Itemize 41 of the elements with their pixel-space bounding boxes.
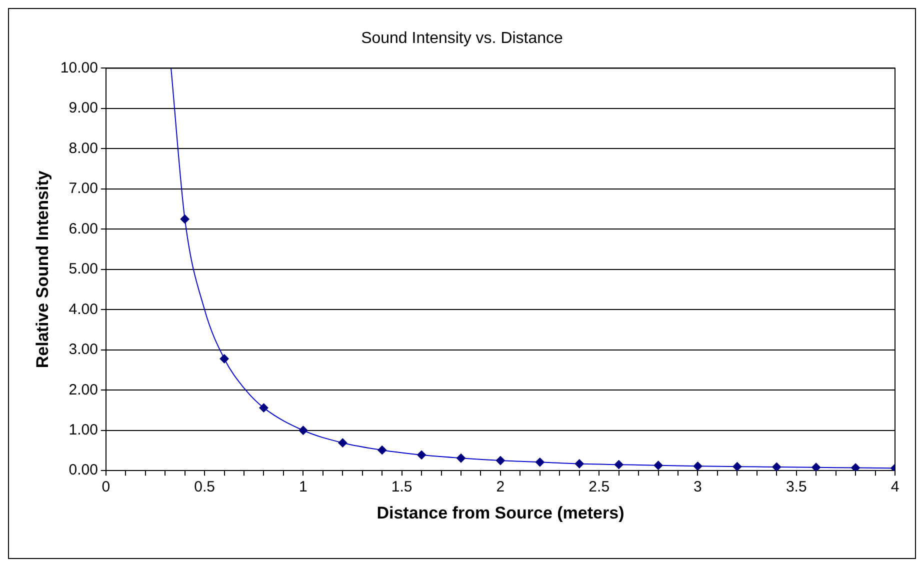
point bbox=[259, 403, 268, 412]
y-tick-label: 6.00 bbox=[68, 220, 98, 238]
chart-title: Sound Intensity vs. Distance bbox=[361, 30, 564, 48]
x-tick-label: 1.5 bbox=[391, 478, 412, 496]
y-axis-title: Relative Sound Intensity bbox=[32, 170, 52, 368]
point bbox=[772, 462, 782, 471]
x-tick-label: 0.5 bbox=[194, 478, 215, 496]
y-tick-label: 10.00 bbox=[60, 59, 98, 76]
point bbox=[851, 463, 860, 471]
x-tick-label: 4 bbox=[890, 478, 900, 496]
point bbox=[338, 438, 348, 448]
x-tick-label: 3 bbox=[694, 478, 702, 496]
point bbox=[180, 214, 190, 224]
x-tick-label: 2 bbox=[496, 478, 505, 496]
point bbox=[220, 354, 229, 364]
y-tick-label: 4.00 bbox=[68, 300, 98, 318]
y-tick-label: 8.00 bbox=[68, 140, 98, 157]
point bbox=[417, 450, 426, 460]
y-tick-label: 1.00 bbox=[68, 422, 98, 438]
y-tick-label: 5.00 bbox=[68, 260, 98, 278]
x-tick-label: 1 bbox=[299, 478, 308, 496]
point bbox=[378, 446, 387, 455]
y-tick-label: 7.00 bbox=[68, 180, 98, 198]
point bbox=[535, 458, 544, 467]
x-tick-label: 2.5 bbox=[588, 478, 610, 496]
point bbox=[298, 426, 308, 435]
x-tick-label: 0 bbox=[102, 478, 110, 496]
point bbox=[693, 462, 702, 471]
point bbox=[496, 456, 505, 466]
x-axis-title: Distance from Source (meters) bbox=[376, 503, 624, 522]
y-tick-label: 9.00 bbox=[68, 100, 98, 117]
point bbox=[456, 454, 466, 463]
point bbox=[654, 460, 663, 470]
point bbox=[812, 462, 821, 471]
point bbox=[574, 459, 584, 468]
point bbox=[614, 460, 624, 470]
point bbox=[732, 462, 742, 471]
x-tick-label: 3.5 bbox=[786, 478, 807, 496]
y-tick-label: 2.00 bbox=[68, 381, 98, 398]
y-tick-label: 0.00 bbox=[68, 462, 98, 479]
y-tick-label: 3.00 bbox=[68, 341, 98, 358]
